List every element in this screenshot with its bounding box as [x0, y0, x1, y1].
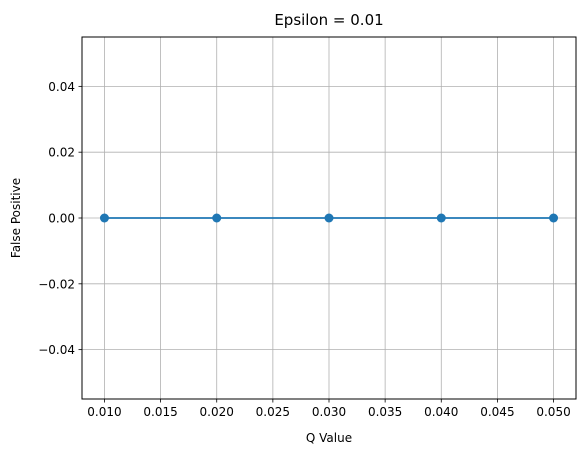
data-point [99, 213, 109, 223]
y-tick-label: 0.04 [48, 80, 75, 94]
x-tick-label: 0.025 [256, 405, 290, 419]
y-tick-label: 0.02 [48, 146, 75, 160]
x-tick-label: 0.035 [368, 405, 402, 419]
data-point [436, 213, 446, 223]
x-tick-label: 0.015 [143, 405, 177, 419]
ticks: 0.010 0.015 0.020 0.025 0.030 0.035 0.040 0.045… [38, 80, 571, 419]
x-tick-label: 0.040 [424, 405, 458, 419]
x-tick-label: 0.050 [536, 405, 570, 419]
chart-title: Epsilon = 0.01 [274, 11, 383, 29]
x-tick-label: 0.045 [480, 405, 514, 419]
y-tick-label: −0.02 [38, 277, 75, 291]
x-tick-label: 0.030 [312, 405, 346, 419]
y-tick-label: 0.00 [48, 212, 75, 226]
x-axis-label: Q Value [306, 431, 352, 445]
x-tick-label: 0.010 [87, 405, 121, 419]
data-point [324, 213, 334, 223]
x-tick-label: 0.020 [200, 405, 234, 419]
data-point [212, 213, 222, 223]
y-tick-label: −0.04 [38, 343, 75, 357]
data-point [549, 213, 559, 223]
y-axis-label: False Positive [9, 178, 23, 258]
series [99, 213, 559, 223]
